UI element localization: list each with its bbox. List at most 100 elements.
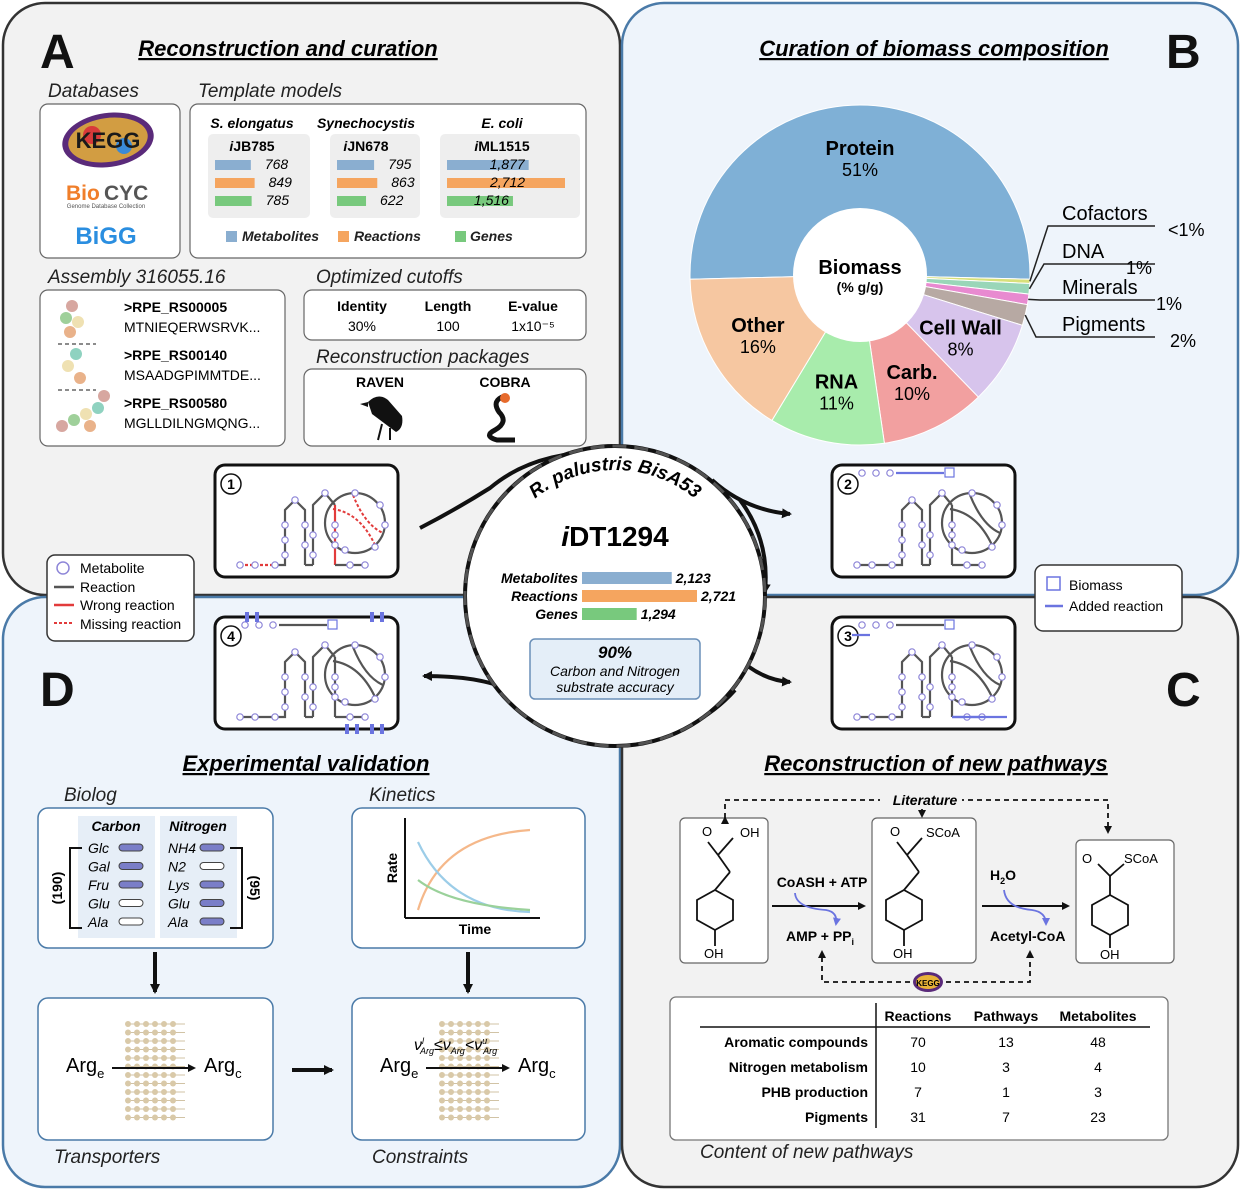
carbon-well: [118, 899, 144, 907]
network-node: [948, 673, 956, 681]
biomass-pie: [689, 104, 1031, 446]
network-node: [331, 683, 339, 691]
biocyc-cyc: CYC: [104, 182, 148, 205]
lipid-head: [170, 1097, 176, 1104]
cofactor-in: CoASH + ATP: [777, 874, 868, 890]
template-bar-genes: [337, 196, 367, 206]
lipid-head: [170, 1080, 176, 1087]
lipid-head: [134, 1055, 140, 1061]
lipid-head: [439, 1046, 445, 1053]
table-cell: 1: [1002, 1084, 1010, 1100]
network-node: [938, 641, 946, 649]
lipid-head: [125, 1097, 131, 1104]
literature-bg: [880, 791, 962, 809]
lipid-head: [161, 1106, 167, 1112]
table-cell: 48: [1090, 1034, 1106, 1050]
network-node: [269, 621, 277, 629]
arg-c-left: Argc: [204, 1055, 242, 1081]
legend-missing-reaction: Missing reaction: [80, 616, 181, 632]
lipid-head: [152, 1097, 158, 1104]
cutoff-value: 1x10⁻⁵: [511, 318, 555, 334]
lipid-head: [457, 1106, 463, 1112]
network-node: [255, 621, 263, 629]
cutoffs-table: Identity 30% Length 100 E-value 1x10⁻⁵: [337, 298, 558, 334]
template-value-metabolites: 768: [265, 156, 289, 172]
pathway-scheme: O OH OH O SCoA OH O SCoA OH CoASH + ATP: [679, 791, 1175, 992]
lipid-head: [448, 1072, 454, 1078]
lipid-head: [134, 1114, 140, 1121]
center-stats: Metabolites 2,123 Reactions 2,721 Genes 1,294: [501, 570, 736, 622]
step-frame: [830, 463, 1017, 579]
lipid-head: [161, 1097, 167, 1104]
lipid-head: [152, 1021, 158, 1027]
cobra-icon: [487, 393, 515, 443]
coa-scoa: SCoA: [926, 825, 960, 840]
lipid-head: [457, 1080, 463, 1087]
exchange-marker: [245, 612, 249, 622]
template-value-metabolites: 1,877: [490, 156, 526, 172]
pie-label: Pigments: [1062, 314, 1145, 336]
center-stat-bar: [582, 608, 637, 620]
lipid-head: [457, 1029, 463, 1036]
network-node: [918, 693, 926, 701]
legend-biomass: Biomass: [1069, 577, 1123, 593]
network-node: [898, 673, 906, 681]
template-value-genes: 1,516: [474, 192, 509, 208]
network-node: [948, 531, 956, 539]
network-node: [993, 653, 1001, 661]
lipid-head: [484, 1055, 490, 1061]
lipid-head: [170, 1114, 176, 1121]
legend-network: Metabolite Reaction Wrong reaction Missi…: [46, 554, 195, 642]
lipid-head: [439, 1080, 445, 1087]
lipid-head: [170, 1072, 176, 1078]
pie-label: Other: [731, 315, 785, 337]
network-node: [958, 698, 966, 706]
table-header: Reactions: [885, 1008, 952, 1024]
network-node: [321, 641, 329, 649]
kegg-link-left: [818, 950, 910, 983]
network-node: [872, 621, 880, 629]
table-cell: 70: [910, 1034, 926, 1050]
cutoff-header: Identity: [337, 298, 387, 314]
lipid-head: [448, 1029, 454, 1036]
kinetics-xlabel: Time: [459, 921, 492, 937]
cutoff-value: 100: [436, 318, 460, 334]
lipid-head: [143, 1089, 149, 1095]
lipid-head: [457, 1089, 463, 1095]
kinetics-heading: Kinetics: [369, 785, 436, 806]
network-node: [309, 531, 317, 539]
lipid-head: [484, 1021, 490, 1027]
lipid-head: [448, 1038, 454, 1044]
pie-label: DNA: [1062, 241, 1105, 263]
network-node: [371, 695, 379, 703]
lipid-head: [448, 1089, 454, 1095]
carbon-heading: Carbon: [92, 818, 141, 834]
lipid-head: [448, 1097, 454, 1104]
kegg-text: KEGG: [76, 128, 141, 153]
lipid-head: [457, 1097, 463, 1104]
lipid-head: [484, 1097, 490, 1104]
lipid-head: [448, 1055, 454, 1061]
membrane-2: [439, 1021, 499, 1121]
lipid-head: [152, 1106, 158, 1112]
legend-added-reaction: Added reaction: [1069, 598, 1163, 614]
network-node: [918, 673, 926, 681]
lipid-head: [125, 1055, 131, 1061]
missing-edge: [332, 508, 376, 546]
lipid-head: [448, 1114, 454, 1121]
network-node: [331, 693, 339, 701]
acid-oh: OH: [740, 825, 760, 840]
legend-curation: Biomass Added reaction: [1034, 564, 1183, 632]
arg-c-right: Argc: [518, 1055, 556, 1081]
network-node: [888, 561, 896, 569]
lipid-head: [439, 1097, 445, 1104]
network-edge: [949, 507, 993, 546]
carbon-column-bg: [78, 816, 155, 938]
new-pathways-box: [669, 996, 1169, 1141]
network-node: [331, 531, 339, 539]
network-node: [236, 561, 244, 569]
coa-o: O: [890, 824, 900, 839]
lipid-head: [125, 1038, 131, 1044]
pie-center-label: Biomass: [818, 257, 901, 279]
table-cell: 3: [1094, 1084, 1102, 1100]
